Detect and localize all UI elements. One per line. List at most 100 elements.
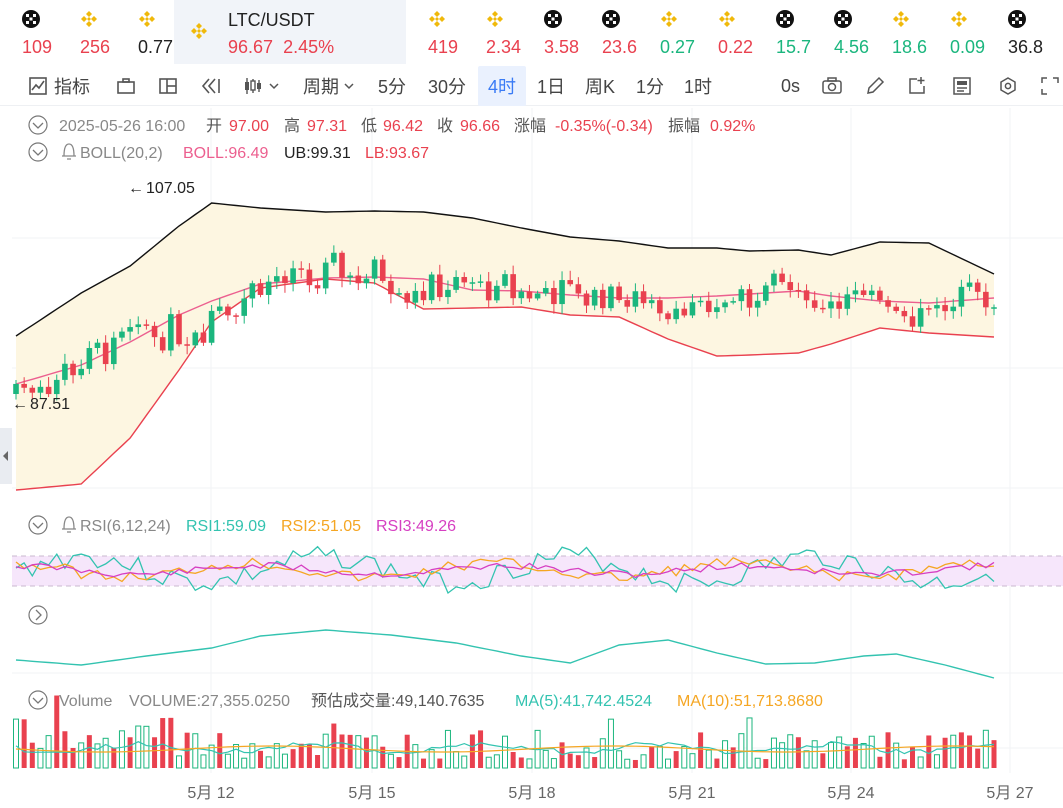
volume-bar: [62, 731, 68, 768]
candle-body: [62, 363, 68, 380]
ticker-price: 256: [80, 37, 111, 57]
ticker-item[interactable]: 0.27: [638, 0, 696, 64]
collapse-chevron-icon[interactable]: [28, 115, 48, 135]
candle-body: [461, 276, 468, 283]
volume-bar: [265, 756, 272, 769]
candle-body: [917, 308, 924, 327]
period-dropdown[interactable]: 周期: [303, 66, 355, 106]
candle-body: [624, 300, 631, 307]
candle-body: [453, 276, 459, 290]
expand-chevron-icon[interactable]: [28, 605, 48, 625]
collapse-chevron-icon[interactable]: [28, 515, 48, 535]
x-axis-label: 5月 27: [986, 785, 1033, 802]
volume-bar: [567, 753, 573, 768]
volume-bar: [673, 751, 679, 768]
candle-body: [893, 306, 899, 311]
candle-body: [632, 291, 639, 307]
add-indicator-button[interactable]: [907, 66, 927, 106]
ticker-item[interactable]: 256: [58, 0, 116, 64]
candle-body: [689, 302, 696, 316]
interval-30m[interactable]: 30分: [428, 66, 466, 106]
volume-bar: [763, 759, 769, 768]
bell-icon[interactable]: [62, 516, 76, 533]
interval-1d[interactable]: 1日: [537, 66, 565, 106]
volume-bar: [893, 742, 900, 769]
save-layout-button[interactable]: [116, 66, 136, 106]
volume-bar: [13, 718, 19, 769]
volume-ma10-line: [15, 745, 995, 753]
screenshot-button[interactable]: [821, 66, 843, 106]
replay-button[interactable]: [200, 66, 222, 106]
volume-bar: [950, 734, 957, 769]
ticker-item[interactable]: 0.09: [928, 0, 986, 64]
panel-collapse-handle[interactable]: [0, 428, 12, 484]
candle-body: [314, 285, 321, 289]
candle-body: [722, 302, 728, 308]
volume-value: VOLUME:27,355.0250: [129, 693, 290, 710]
kline-chart[interactable]: 5月 12 5月 15 5月 18 5月 21 5月 24 5月 27 2025-05-2…: [0, 108, 1063, 808]
candle-body: [339, 252, 345, 278]
collapse-chevron-icon[interactable]: [28, 690, 48, 710]
chart-type-button[interactable]: [242, 66, 280, 106]
ticker-item[interactable]: 36.8: [986, 0, 1044, 64]
candle-body: [404, 293, 410, 303]
ticker-item[interactable]: 3.58: [522, 0, 580, 64]
chevron-down-icon: [32, 122, 44, 129]
candle-body: [852, 290, 859, 295]
chevron-right-icon: [35, 609, 42, 621]
candle-body: [437, 274, 443, 298]
layout-button[interactable]: [158, 66, 178, 106]
indicators-button[interactable]: 指标: [28, 66, 90, 106]
candle-body: [412, 290, 419, 303]
bell-icon[interactable]: [62, 143, 76, 160]
add-box-icon: [909, 77, 925, 94]
candle-body: [771, 273, 777, 286]
ticker-item[interactable]: 0.77: [116, 0, 174, 64]
interval-1h[interactable]: 1时: [684, 66, 712, 106]
candle-body: [225, 306, 231, 316]
volume-bar: [770, 737, 777, 769]
candle-body: [885, 300, 891, 307]
period-label: 周期: [303, 77, 339, 97]
settings-button[interactable]: [998, 66, 1018, 106]
volume-bar: [885, 732, 891, 768]
interval-1w[interactable]: 周K: [585, 66, 615, 106]
candle-body: [518, 291, 525, 299]
candle-body: [551, 288, 557, 305]
volume-bar: [975, 748, 981, 768]
candle-body: [388, 280, 394, 295]
fullscreen-button[interactable]: [1040, 66, 1060, 106]
ticker-item[interactable]: 4.56: [812, 0, 870, 64]
draw-button[interactable]: [865, 66, 885, 106]
template-icon: [953, 77, 971, 95]
rsi2-value: RSI2:51.05: [281, 518, 361, 535]
ticker-item[interactable]: 18.6: [870, 0, 928, 64]
ticker-item[interactable]: 109: [0, 0, 58, 64]
ticker-price: 0.09: [950, 37, 986, 57]
candle-body: [746, 289, 753, 308]
volume-bar: [273, 743, 280, 769]
ohlc-change: -0.35%(-0.34): [555, 118, 653, 135]
ticker-item[interactable]: 419: [406, 0, 464, 64]
volume-bar: [290, 749, 296, 768]
candle-body: [860, 290, 867, 295]
candle-body: [257, 283, 264, 295]
active-price-change: 2.45%: [283, 37, 335, 57]
ticker-item-active[interactable]: LTC/USDT 96.67 2.45%: [174, 0, 406, 64]
interval-5m[interactable]: 5分: [378, 66, 406, 106]
candle-body: [70, 363, 76, 376]
ticker-item[interactable]: 0.22: [696, 0, 754, 64]
volume-bar: [493, 754, 500, 769]
candle-body: [233, 315, 239, 317]
volume-bar: [421, 758, 426, 768]
collapse-chevron-icon[interactable]: [28, 142, 48, 162]
okx-icon: [776, 10, 794, 28]
volume-bar: [933, 754, 940, 769]
ticker-item[interactable]: 2.34: [464, 0, 522, 64]
ticker-item[interactable]: 23.6: [580, 0, 638, 64]
interval-4h[interactable]: 4时: [478, 66, 527, 106]
interval-1m[interactable]: 1分: [636, 66, 664, 106]
volume-bar: [127, 737, 133, 768]
template-button[interactable]: [952, 66, 972, 106]
ticker-item[interactable]: 15.7: [754, 0, 812, 64]
